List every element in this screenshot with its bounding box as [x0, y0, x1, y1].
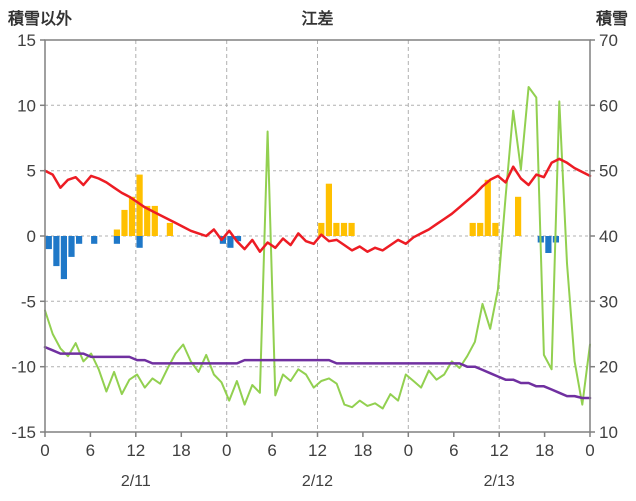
bar — [484, 179, 491, 236]
bar — [492, 222, 499, 236]
x-tick-label: 18 — [172, 441, 191, 460]
bar — [113, 229, 120, 236]
left-tick-label: -15 — [11, 423, 36, 442]
bar — [144, 205, 151, 236]
x-tick-label: 6 — [449, 441, 458, 460]
bar — [68, 236, 75, 257]
x-tick-label: 12 — [126, 441, 145, 460]
bar — [325, 183, 332, 236]
x-tick-label: 0 — [585, 441, 594, 460]
right-tick-label: 50 — [599, 162, 618, 181]
bar — [234, 236, 242, 242]
left-axis-title: 積雪以外 — [8, 11, 73, 28]
series-orange-bars — [113, 174, 522, 236]
left-tick-label: 0 — [27, 227, 36, 246]
right-tick-label: 10 — [599, 423, 618, 442]
bar — [469, 222, 476, 236]
bar — [348, 222, 355, 236]
x-tick-label: 18 — [353, 441, 372, 460]
bar — [151, 205, 158, 236]
x-tick-label: 18 — [535, 441, 554, 460]
series-purple-line — [43, 345, 592, 400]
bar — [477, 222, 484, 236]
bar — [91, 236, 98, 244]
bar — [318, 222, 325, 236]
right-tick-label: 30 — [599, 292, 618, 311]
bar — [136, 174, 143, 236]
left-tick-label: 5 — [27, 162, 36, 181]
bar — [76, 236, 83, 244]
x-tick-label: 0 — [40, 441, 49, 460]
left-tick-label: -10 — [11, 358, 36, 377]
bar — [136, 236, 143, 248]
day-label: 2/13 — [484, 473, 515, 490]
x-tick-label: 12 — [308, 441, 327, 460]
bar — [166, 222, 173, 236]
chart-title: 江差 — [301, 11, 334, 28]
bar — [340, 222, 348, 236]
bar — [121, 209, 128, 236]
day-label: 2/12 — [302, 473, 333, 490]
bar — [227, 236, 234, 248]
right-tick-label: 40 — [599, 227, 618, 246]
series-blue-bars — [45, 236, 559, 280]
bar — [333, 222, 340, 236]
bar — [45, 236, 52, 250]
right-axis-title: 積雪 — [595, 11, 628, 28]
series-red-line — [43, 157, 592, 253]
x-tick-label: 6 — [86, 441, 95, 460]
x-tick-label: 12 — [490, 441, 509, 460]
right-tick-label: 70 — [599, 31, 618, 50]
left-tick-label: -5 — [21, 292, 36, 311]
bar — [515, 196, 522, 236]
bar — [60, 236, 67, 280]
right-tick-label: 20 — [599, 358, 618, 377]
day-label: 2/11 — [121, 473, 151, 490]
bar — [113, 236, 120, 244]
series-green-line — [44, 86, 591, 410]
bar — [545, 236, 552, 253]
x-tick-label: 0 — [222, 441, 231, 460]
x-tick-label: 0 — [404, 441, 413, 460]
x-tick-label: 6 — [267, 441, 276, 460]
left-tick-label: 10 — [17, 96, 36, 115]
right-tick-label: 60 — [599, 96, 618, 115]
bar — [128, 196, 136, 236]
bar — [53, 236, 60, 267]
left-tick-label: 15 — [17, 31, 36, 50]
